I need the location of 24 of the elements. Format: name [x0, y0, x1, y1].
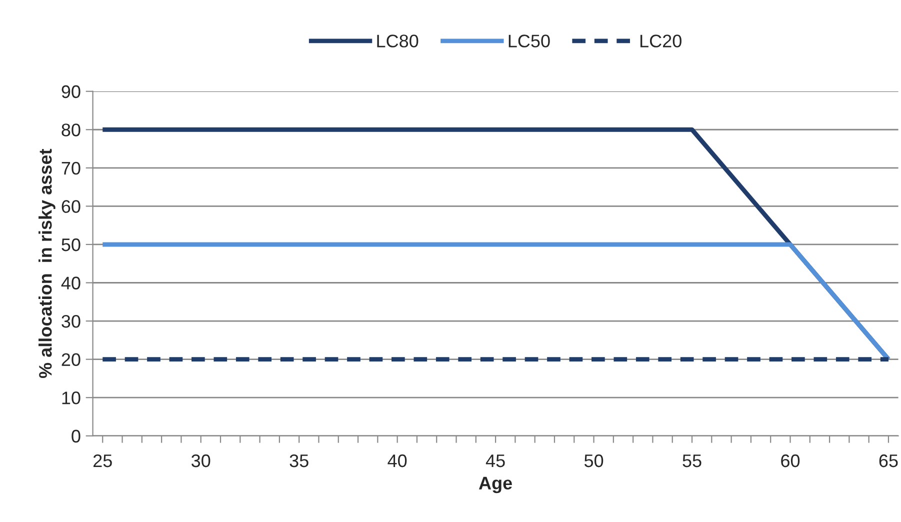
- y-tick-label: 60: [62, 200, 80, 213]
- y-tick-label: 20: [62, 353, 80, 366]
- x-tick-label: 40: [388, 454, 407, 468]
- x-tick-label: 45: [486, 454, 505, 468]
- y-tick-label: 90: [62, 85, 80, 98]
- legend-label: LC80: [377, 34, 418, 48]
- y-tick-label: 10: [62, 392, 80, 404]
- x-tick-label: 25: [93, 454, 112, 468]
- y-tick-label: 30: [62, 314, 80, 328]
- y-axis-title: % allocation in risky asset: [38, 148, 56, 378]
- legend-label: LC50: [508, 34, 550, 48]
- x-tick-label: 50: [584, 454, 604, 468]
- y-tick-label: 80: [62, 124, 80, 136]
- x-tick-label: 30: [192, 454, 210, 468]
- y-tick-label: 70: [62, 162, 80, 175]
- legend-label: LC20: [640, 34, 682, 48]
- x-tick-label: 65: [879, 454, 898, 468]
- y-tick-label: 40: [61, 276, 80, 290]
- y-tick-label: 50: [62, 238, 80, 252]
- x-tick-label: 60: [781, 454, 800, 468]
- x-axis-title: Age: [478, 476, 512, 494]
- x-tick-label: 55: [682, 454, 702, 468]
- y-tick-label: 0: [72, 430, 80, 443]
- x-tick-label: 35: [290, 454, 308, 468]
